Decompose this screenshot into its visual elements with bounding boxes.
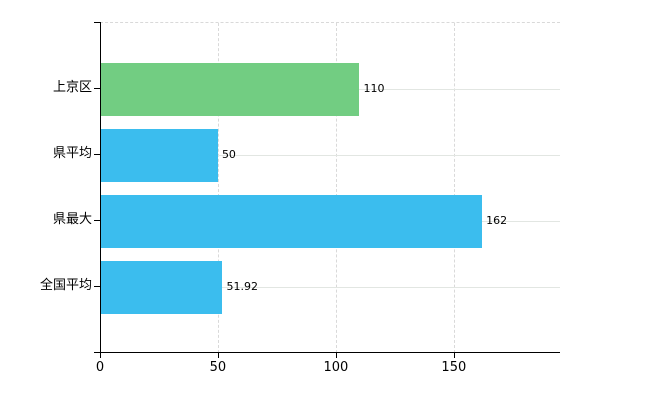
bar-value-label: 110 <box>363 82 385 95</box>
y-axis-tick <box>94 154 100 155</box>
category-label: 上京区 <box>52 80 92 95</box>
x-gridline <box>217 23 219 353</box>
x-axis-tick <box>453 352 455 358</box>
x-gridline <box>453 23 455 353</box>
plot-area: 110 50 162 51.92 <box>100 22 560 353</box>
y-axis-tick <box>94 220 100 221</box>
y-axis-tick <box>94 286 100 287</box>
bar <box>100 128 218 182</box>
x-gridline <box>335 23 337 353</box>
y-axis-line <box>100 22 101 352</box>
x-axis-tick-label: 50 <box>209 360 227 375</box>
x-axis-tick-label: 150 <box>441 360 467 375</box>
category-gridline <box>100 155 560 156</box>
category-label: 全国平均 <box>39 278 92 293</box>
category-label: 県平均 <box>52 146 92 161</box>
bar <box>100 260 223 314</box>
x-axis-tick <box>217 352 219 358</box>
category-label: 県最大 <box>52 212 92 227</box>
bar <box>100 62 360 116</box>
bar-value-label: 50 <box>221 148 236 161</box>
category-gridline <box>100 287 560 288</box>
bar <box>100 194 483 248</box>
x-axis-tick-label: 100 <box>323 360 349 375</box>
x-axis-tick <box>100 352 101 358</box>
y-axis-tick <box>94 22 100 23</box>
x-axis-tick-label: 0 <box>95 360 105 375</box>
bar-value-label: 162 <box>486 214 508 227</box>
bar-value-label: 51.92 <box>226 280 258 293</box>
y-axis-tick <box>94 88 100 89</box>
x-axis-line <box>94 352 560 353</box>
x-axis-tick <box>335 352 337 358</box>
